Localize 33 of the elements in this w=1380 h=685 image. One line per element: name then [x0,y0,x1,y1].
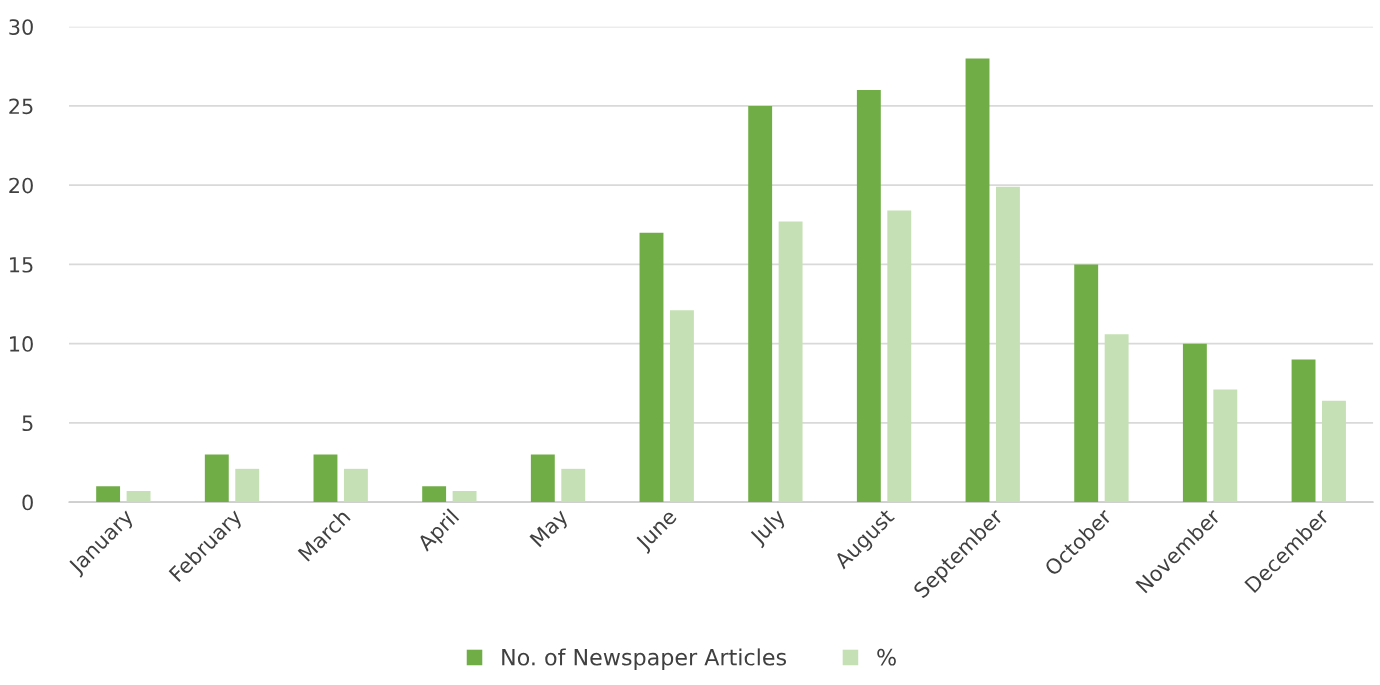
legend-label: No. of Newspaper Articles [502,648,787,670]
bar [235,468,260,503]
bar [1182,343,1207,503]
bar [452,491,477,503]
y-tick-label: 20 [9,177,33,194]
bar [96,486,121,503]
bar [561,468,586,503]
bar [669,310,694,503]
y-tick-label: 5 [22,415,33,432]
bar [1291,359,1316,503]
y-tick-label: 0 [22,494,33,511]
bar [887,210,912,503]
legend-label: % [877,648,896,666]
bar [996,186,1020,503]
bar [126,491,151,503]
bar [204,454,229,503]
bar [1322,400,1346,503]
y-tick-label: 25 [9,98,33,115]
y-tick-label: 10 [10,336,33,352]
bar [1104,334,1129,503]
bar [1074,264,1099,503]
bar [530,454,555,503]
bar [639,232,664,503]
bar [856,90,881,503]
bar [343,468,368,503]
bar [748,105,773,503]
bar [965,58,990,503]
bar [422,486,447,503]
bar [778,221,803,503]
bar [1213,389,1238,503]
y-tick-label: 30 [9,19,33,35]
bar [313,454,338,503]
y-tick-label: 15 [10,257,33,273]
